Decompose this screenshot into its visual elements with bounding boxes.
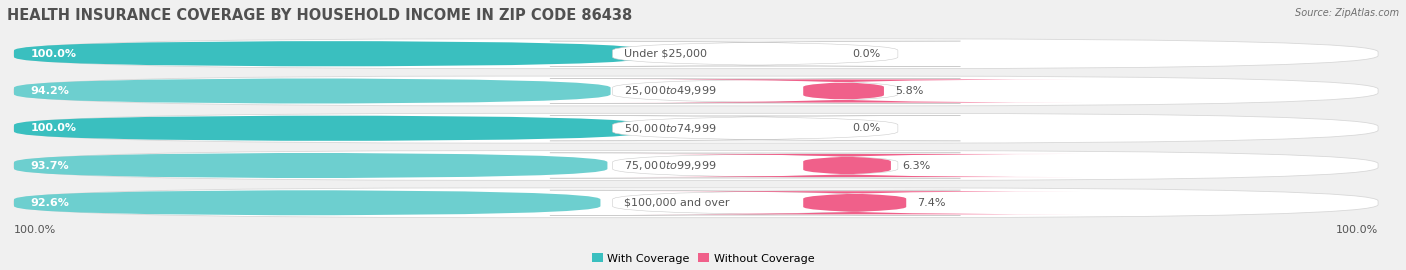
- Text: 94.2%: 94.2%: [31, 86, 69, 96]
- FancyBboxPatch shape: [14, 190, 600, 215]
- FancyBboxPatch shape: [628, 191, 1081, 214]
- Text: $25,000 to $49,999: $25,000 to $49,999: [624, 85, 716, 97]
- Text: $75,000 to $99,999: $75,000 to $99,999: [624, 159, 716, 172]
- Text: 7.4%: 7.4%: [917, 198, 946, 208]
- Text: 93.7%: 93.7%: [31, 160, 69, 171]
- FancyBboxPatch shape: [606, 79, 1081, 103]
- FancyBboxPatch shape: [14, 113, 1378, 143]
- FancyBboxPatch shape: [613, 154, 1081, 177]
- Text: 5.8%: 5.8%: [896, 86, 924, 96]
- FancyBboxPatch shape: [550, 41, 960, 66]
- Text: $50,000 to $74,999: $50,000 to $74,999: [624, 122, 716, 135]
- FancyBboxPatch shape: [550, 116, 960, 141]
- FancyBboxPatch shape: [14, 151, 1378, 180]
- Text: 100.0%: 100.0%: [31, 123, 77, 133]
- FancyBboxPatch shape: [14, 39, 1378, 69]
- Text: 100.0%: 100.0%: [31, 49, 77, 59]
- FancyBboxPatch shape: [14, 188, 1378, 218]
- Text: 92.6%: 92.6%: [31, 198, 69, 208]
- Text: 0.0%: 0.0%: [852, 123, 880, 133]
- Text: 100.0%: 100.0%: [14, 225, 56, 235]
- FancyBboxPatch shape: [14, 153, 607, 178]
- Text: 0.0%: 0.0%: [852, 49, 880, 59]
- Text: Source: ZipAtlas.com: Source: ZipAtlas.com: [1295, 8, 1399, 18]
- FancyBboxPatch shape: [550, 153, 960, 178]
- Legend: With Coverage, Without Coverage: With Coverage, Without Coverage: [588, 249, 818, 268]
- FancyBboxPatch shape: [14, 76, 1378, 106]
- Text: $100,000 and over: $100,000 and over: [624, 198, 730, 208]
- FancyBboxPatch shape: [14, 78, 610, 104]
- FancyBboxPatch shape: [550, 190, 960, 215]
- Text: Under $25,000: Under $25,000: [624, 49, 707, 59]
- FancyBboxPatch shape: [550, 78, 960, 104]
- FancyBboxPatch shape: [14, 116, 647, 141]
- Text: 100.0%: 100.0%: [1336, 225, 1378, 235]
- Text: HEALTH INSURANCE COVERAGE BY HOUSEHOLD INCOME IN ZIP CODE 86438: HEALTH INSURANCE COVERAGE BY HOUSEHOLD I…: [7, 8, 633, 23]
- Text: 6.3%: 6.3%: [903, 160, 931, 171]
- FancyBboxPatch shape: [14, 41, 647, 66]
